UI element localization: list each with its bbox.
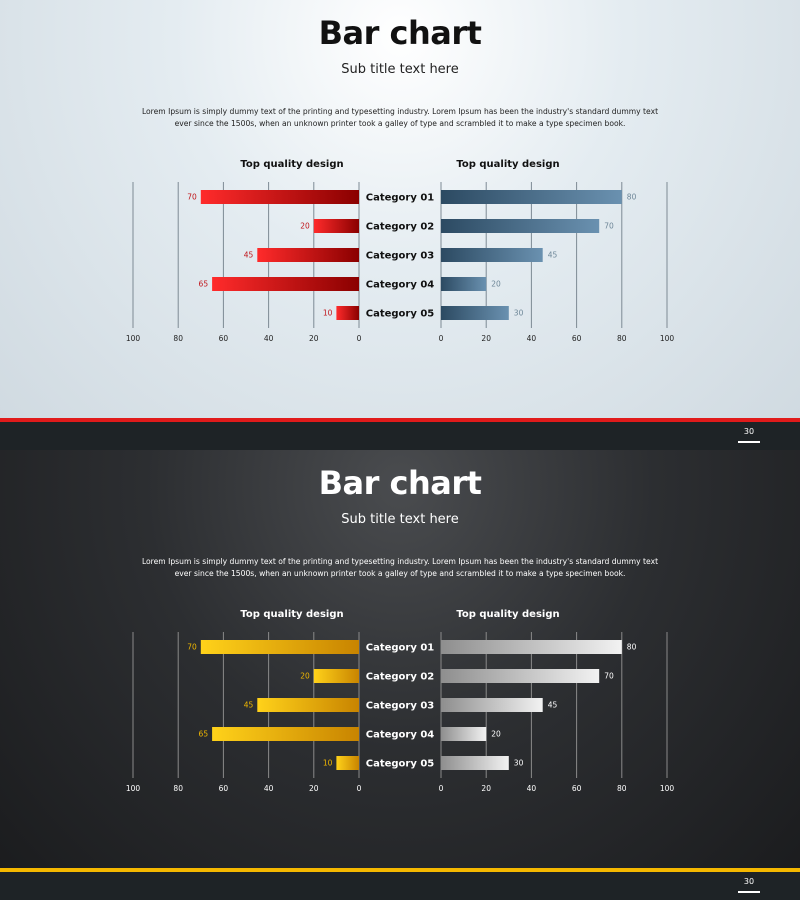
right-bar-value-label: 30 [514,309,524,318]
right-bar [441,277,487,291]
slide-title: Bar chart [318,14,482,52]
left-bar-value-label: 65 [199,730,209,739]
left-axis-tick-label: 0 [357,784,362,793]
category-label: Category 02 [366,672,435,683]
right-axis-tick-label: 80 [617,784,627,793]
left-bar [200,190,359,204]
right-bar-value-label: 80 [627,643,637,652]
right-bar-value-label: 80 [627,193,637,202]
left-axis-tick-label: 100 [126,334,141,343]
left-axis-tick-label: 40 [264,784,274,793]
left-series-heading: Top quality design [240,609,343,620]
category-label: Category 03 [366,701,435,712]
page-number: 30 [743,427,755,436]
left-bar-value-label: 20 [300,672,310,681]
slide-dark: Bar chart Sub title text here Lorem Ipsu… [0,450,800,900]
slide-title: Bar chart [318,464,482,502]
left-bar-value-label: 45 [244,251,254,260]
right-bar-value-label: 20 [491,280,501,289]
left-bar [313,669,359,683]
right-bar-value-label: 30 [514,759,524,768]
slide-light: Bar chart Sub title text here Lorem Ipsu… [0,0,800,450]
bar-chart: 0 0 20 20 40 40 60 60 80 80 100 100 Top quality desi… [126,159,675,343]
footer-bar: 30 [0,868,800,900]
right-axis-tick-label: 40 [527,334,537,343]
right-bar-value-label: 70 [604,672,614,681]
left-bar [336,306,359,320]
left-axis-tick-label: 80 [173,784,183,793]
slide-body-text: Lorem Ipsum is simply dummy text of the … [141,107,659,128]
right-series-heading: Top quality design [456,609,559,620]
category-label: Category 05 [366,309,435,320]
page-number: 30 [743,877,755,886]
right-axis-tick-label: 100 [660,334,675,343]
left-bar-value-label: 45 [244,701,254,710]
category-label: Category 04 [366,730,435,741]
right-axis-tick-label: 20 [481,334,491,343]
category-label: Category 04 [366,280,435,291]
left-axis-tick-label: 60 [219,784,229,793]
footer-stripe [0,868,800,872]
right-bar [441,306,509,320]
right-axis-tick-label: 80 [617,334,627,343]
left-series-heading: Top quality design [240,159,343,170]
left-bar [257,698,359,712]
left-bar [313,219,359,233]
slide-subtitle: Sub title text here [341,512,459,527]
left-bar-value-label: 65 [199,280,209,289]
left-axis-tick-label: 100 [126,784,141,793]
left-bar-value-label: 10 [323,759,333,768]
slide-subtitle: Sub title text here [341,62,459,77]
left-bar [257,248,359,262]
left-axis-tick-label: 40 [264,334,274,343]
page-number-underline [738,441,760,443]
right-bar [441,756,509,770]
slide-body-text: Lorem Ipsum is simply dummy text of the … [141,557,659,578]
right-bar-value-label: 45 [548,251,558,260]
footer-bar: 30 [0,418,800,450]
right-axis-tick-label: 60 [572,784,582,793]
right-bar [441,219,600,233]
right-bar-value-label: 20 [491,730,501,739]
right-bar-value-label: 70 [604,222,614,231]
right-axis-tick-label: 60 [572,334,582,343]
right-bar [441,190,622,204]
right-axis-tick-label: 0 [439,784,444,793]
right-axis-tick-label: 20 [481,784,491,793]
right-axis-tick-label: 40 [527,784,537,793]
right-bar [441,248,543,262]
category-label: Category 05 [366,759,435,770]
footer-stripe [0,418,800,422]
left-bar [212,727,359,741]
category-label: Category 03 [366,251,435,262]
left-axis-tick-label: 60 [219,334,229,343]
right-bar-value-label: 45 [548,701,558,710]
category-label: Category 01 [366,193,435,204]
page-number-underline [738,891,760,893]
left-bar-value-label: 70 [187,643,197,652]
left-axis-tick-label: 20 [309,784,319,793]
left-bar [200,640,359,654]
left-axis-tick-label: 0 [357,334,362,343]
bar-chart: 0 0 20 20 40 40 60 60 80 80 100 100 Top quality desi… [126,609,675,793]
right-series-heading: Top quality design [456,159,559,170]
right-bar [441,698,543,712]
left-bar [212,277,359,291]
right-bar [441,669,600,683]
right-axis-tick-label: 100 [660,784,675,793]
left-bar-value-label: 20 [300,222,310,231]
left-axis-tick-label: 80 [173,334,183,343]
category-label: Category 02 [366,222,435,233]
left-axis-tick-label: 20 [309,334,319,343]
right-axis-tick-label: 0 [439,334,444,343]
left-bar-value-label: 70 [187,193,197,202]
left-bar [336,756,359,770]
left-bar-value-label: 10 [323,309,333,318]
category-label: Category 01 [366,643,435,654]
right-bar [441,727,487,741]
right-bar [441,640,622,654]
